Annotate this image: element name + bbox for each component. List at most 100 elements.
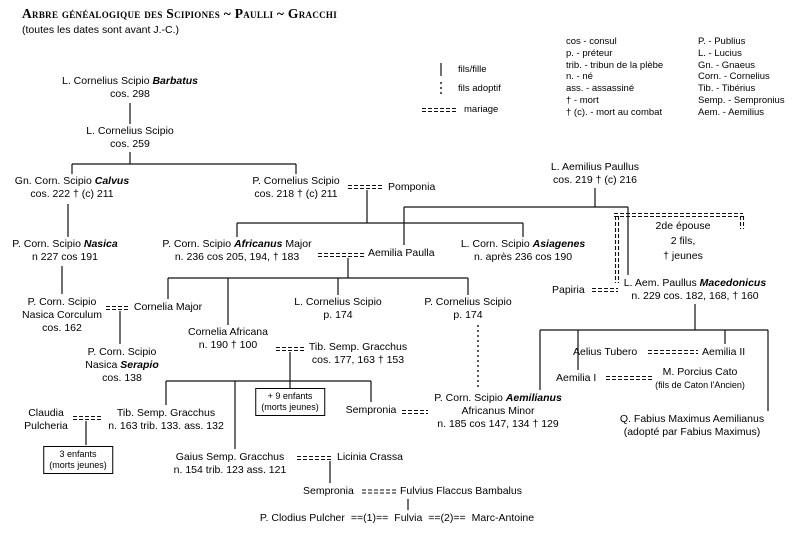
name-segment: L. Aem. Paullus	[623, 277, 700, 289]
node-line: Tib. Semp. Gracchus	[116, 407, 216, 419]
abbr-item: Gn. - Gnaeus	[698, 59, 756, 71]
cognomen: Aemilianus	[505, 392, 562, 404]
node-line: 3 enfants	[59, 449, 97, 459]
node-line: P. Corn. Scipio Aemilianus	[434, 392, 562, 405]
cognomen: Serapio	[120, 359, 159, 371]
cognomen: Asiagenes	[532, 238, 586, 250]
node-tib-gracchus-cos177: Tib. Semp. Gracchus cos. 177, 163 † 153	[309, 341, 407, 367]
node-line: L. Aem. Paullus Macedonicus	[624, 277, 766, 290]
node-line: cos. 259	[110, 138, 150, 150]
node-line: n. 236 cos 205, 194, † 183	[174, 251, 300, 263]
node-l-scipio-p174: L. Cornelius Scipio p. 174	[294, 296, 382, 322]
abbr-item: ass. - assassiné	[566, 83, 635, 95]
node-line: Fulvius Flaccus Bambalus	[400, 485, 522, 497]
node-line: n. 190 † 100	[198, 339, 258, 351]
cognomen: Calvus	[94, 175, 130, 187]
node-scipio-calvus: Gn. Corn. Scipio Calvus cos. 222 † (c) 2…	[15, 175, 129, 201]
node-p-scipio-p174: P. Cornelius Scipio p. 174	[424, 296, 511, 322]
abbr-item: n. - né	[566, 71, 593, 83]
page-title: Arbre généalogique des Scipiones ~ Paull…	[22, 6, 338, 21]
name-segment: L. Corn. Scipio	[460, 238, 533, 250]
node-line: Aelius Tubero	[573, 346, 638, 358]
node-line: cos. 222 † (c) 211	[30, 188, 114, 200]
legend-label-fils: fils/fille	[458, 64, 487, 75]
node-line: Claudia	[28, 407, 64, 419]
node-line: p. 174	[453, 309, 483, 321]
node-pomponia: Pomponia	[388, 181, 435, 194]
abbr-item: Corn. - Cornelius	[698, 71, 770, 83]
node-line: n. 163 trib. 133. ass. 132	[108, 420, 224, 432]
node-line: P. Cornelius Scipio	[252, 175, 340, 187]
node-porcius-cato: M. Porcius Cato (fils de Caton l'Ancien)	[655, 366, 745, 392]
marriage-2-glyph: ==(2)==	[428, 512, 466, 524]
abbr-item: Tib. - Tibérius	[698, 83, 756, 95]
cognomen: Nasica	[83, 238, 118, 250]
node-line: cos. 219 † (c) 216	[552, 174, 638, 186]
node-line: Aemilia I	[556, 372, 597, 384]
name-segment: P. Corn. Scipio	[162, 238, 234, 250]
node-line: n. 229 cos. 182, 168, † 160	[631, 290, 759, 302]
node-scipio-cos259: L. Cornelius Scipio cos. 259	[86, 125, 174, 151]
node-line: (morts jeunes)	[49, 460, 107, 470]
node-aemilia-ii: Aemilia II	[702, 346, 745, 359]
node-line: Pulcheria	[24, 420, 68, 432]
node-line: Sempronia	[303, 485, 354, 497]
node-line: p. 174	[323, 309, 353, 321]
node-tib-gracchus-trib133: Tib. Semp. Gracchus n. 163 trib. 133. as…	[108, 407, 224, 433]
node-line: (morts jeunes)	[261, 402, 319, 412]
node-fulvia: Fulvia	[394, 512, 423, 524]
legend-label-mariage: mariage	[464, 104, 499, 115]
abbr-item: trib. - tribun de la plèbe	[566, 59, 664, 71]
node-scipio-cos218: P. Cornelius Scipio cos. 218 † (c) 211	[252, 175, 339, 201]
node-line: Sempronia	[345, 404, 397, 416]
node-line: P. Corn. Scipio	[87, 346, 157, 358]
node-fabius-aemilianus: Q. Fabius Maximus Aemilianus (adopté par…	[620, 413, 764, 439]
cognomen: Barbatus	[152, 75, 198, 87]
node-line: Gaius Semp. Gracchus	[175, 451, 285, 463]
abbr-item: † - mort	[566, 94, 599, 106]
node-marc-antoine: Marc-Antoine	[471, 512, 535, 524]
node-line: Pomponia	[388, 181, 436, 193]
node-line: n. 154 trib. 123 ass. 121	[173, 464, 287, 476]
node-line: 2 fils,	[670, 235, 696, 247]
name-segment: L. Cornelius Scipio	[62, 75, 153, 87]
abbr-item: Aem. - Aemilius	[698, 106, 764, 118]
node-line: Nasica Corculum	[22, 309, 102, 321]
node-line: cos. 162	[42, 322, 82, 334]
node-cornelia-major: Cornelia Major	[134, 301, 202, 314]
node-nasica-corculum: P. Corn. Scipio Nasica Corculum cos. 162	[22, 296, 102, 335]
node-line: L. Corn. Scipio Asiagenes	[461, 238, 585, 251]
node-line: P. Corn. Scipio	[27, 296, 97, 308]
legend-label-fils-adoptif: fils adoptif	[458, 83, 501, 94]
node-line: Nasica Serapio	[85, 359, 159, 372]
marriage-1-glyph: ==(1)==	[350, 512, 389, 524]
node-aemilia-i: Aemilia I	[556, 372, 596, 385]
name-segment: P. Corn. Scipio	[12, 238, 84, 250]
node-line: P. Cornelius Scipio	[424, 296, 512, 308]
node-line: 2de épouse	[655, 220, 711, 232]
node-line: cos. 298	[110, 88, 150, 100]
node-line: Cornelia Major	[133, 301, 203, 313]
legend-abbreviations-right: P. - Publius L. - Lucius Gn. - Gnaeus Co…	[698, 36, 785, 119]
page-subtitle: (toutes les dates sont avant J.-C.)	[22, 24, 179, 36]
node-scipio-africanus-major: P. Corn. Scipio Africanus Major n. 236 c…	[162, 238, 311, 264]
cognomen: Macedonicus	[699, 277, 767, 289]
node-cornelia-africana: Cornelia Africana n. 190 † 100	[188, 326, 268, 352]
node-paullus-macedonicus: L. Aem. Paullus Macedonicus n. 229 cos. …	[624, 277, 766, 303]
abbr-item: cos - consul	[566, 36, 617, 47]
node-aelius-tubero: Aelius Tubero	[573, 346, 637, 359]
node-line: + 9 enfants	[267, 391, 313, 401]
node-trois-enfants-box: 3 enfants (morts jeunes)	[43, 446, 113, 474]
node-line: Aemilia Paulla	[368, 247, 435, 259]
name-segment: Nasica	[85, 359, 121, 371]
node-line: L. Aemilius Paullus	[550, 161, 640, 173]
node-scipio-nasica: P. Corn. Scipio Nasica n 227 cos 191	[12, 238, 117, 264]
node-nasica-serapio: P. Corn. Scipio Nasica Serapio cos. 138	[85, 346, 159, 385]
node-sempronia-2: Sempronia	[303, 485, 354, 498]
node-line: cos. 177, 163 † 153	[311, 354, 405, 366]
node-line: n 227 cos 191	[32, 251, 98, 263]
node-scipio-barbatus: L. Cornelius Scipio Barbatus cos. 298	[62, 75, 198, 101]
abbr-item: P. - Publius	[698, 36, 746, 47]
